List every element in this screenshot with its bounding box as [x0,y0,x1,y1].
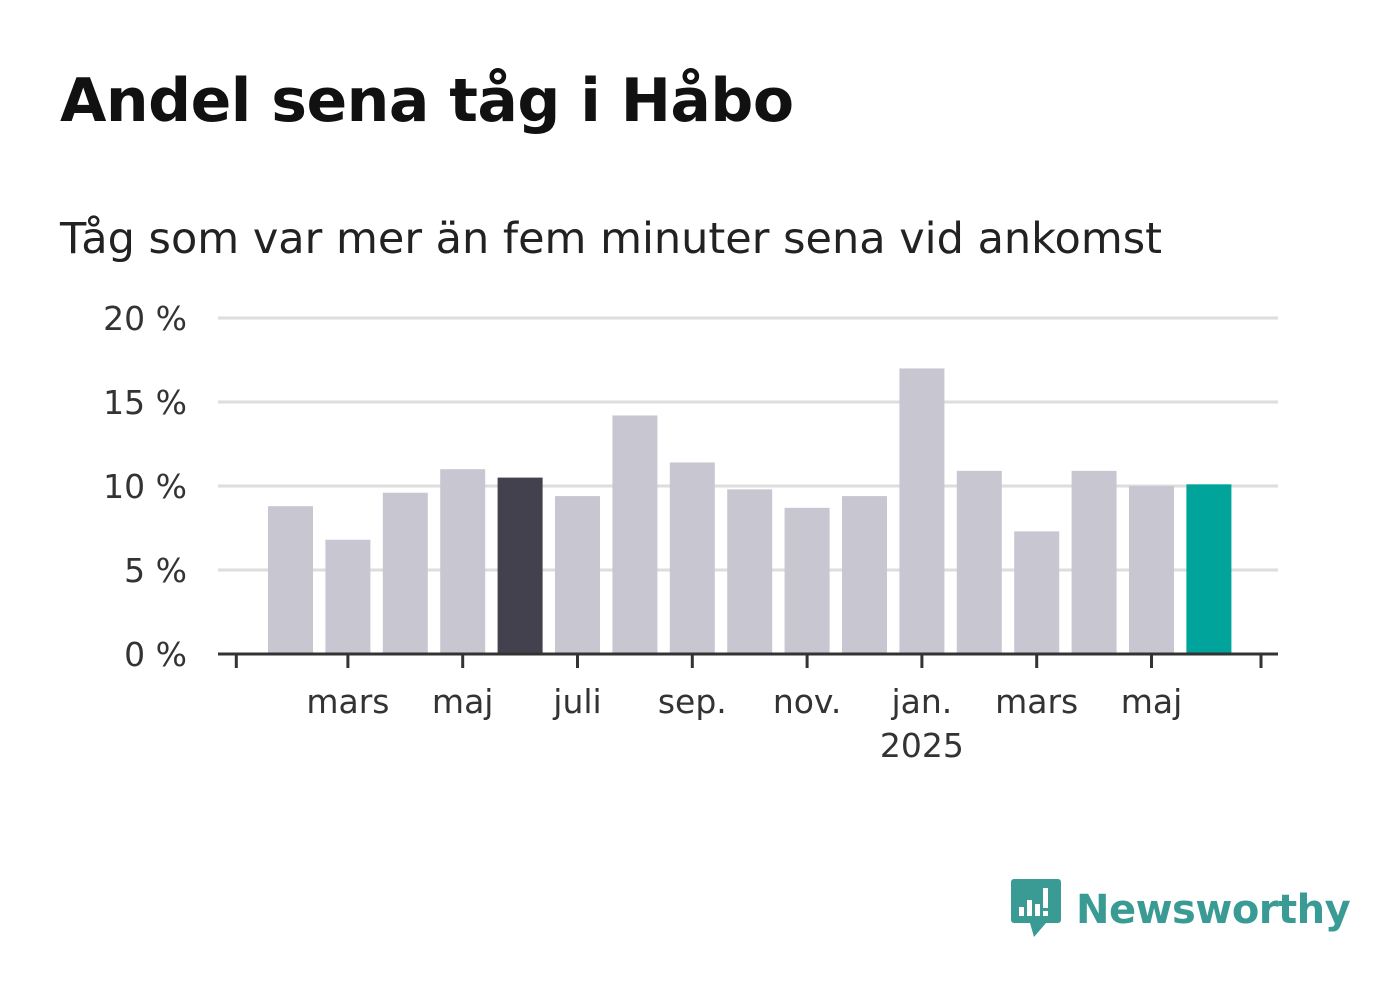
bars [268,368,1232,654]
bar-2025-02 [956,470,1002,654]
brand-name: Newsworthy [1076,887,1351,933]
x-tick-label: jan. [891,682,953,721]
chart-subtitle: Tåg som var mer än fem minuter sena vid … [60,214,1163,264]
x-axis-labels: mars maj juli sep. nov. jan. 2025 mars maj [306,682,1182,765]
x-tick-label: maj [1121,682,1183,721]
chart-title: Andel sena tåg i Håbo [60,66,794,136]
bar-2024-05 [440,469,486,654]
y-tick-label: 5 % [124,551,187,590]
x-tick-year-label: 2025 [880,726,964,765]
bar-2025-04 [1071,470,1117,654]
bar-2025-06 [1186,484,1232,654]
x-tick-label: mars [306,682,389,721]
bar-2025-01 [899,368,945,654]
bar-2024-09 [669,462,715,654]
x-axis [218,652,1278,668]
x-tick-label: nov. [773,682,842,721]
x-tick-label: juli [552,682,601,721]
y-tick-label: 0 % [124,635,187,674]
x-tick-label: sep. [658,682,727,721]
bar-2024-07 [555,496,600,654]
y-tick-label: 15 % [103,383,187,422]
bar-2024-11 [784,507,830,654]
y-tick-label: 10 % [103,467,187,506]
y-tick-label: 20 % [103,299,187,338]
bar-2024-06 [497,477,543,654]
bar-2024-03 [325,539,371,654]
x-tick-label: mars [995,682,1078,721]
newsworthy-bar-chart-icon [1010,876,1062,944]
newsworthy-logo: Newsworthy [1010,876,1351,944]
bar-2024-12 [842,496,887,654]
bar-2024-02 [268,506,313,654]
bar-2024-04 [382,492,428,654]
y-axis-labels: 0 % 5 % 10 % 15 % 20 % [103,299,187,674]
bar-2025-05 [1129,486,1174,654]
bar-2024-10 [727,489,773,654]
bar-2025-03 [1014,531,1060,654]
bar-2024-08 [612,415,658,654]
x-tick-label: maj [432,682,494,721]
